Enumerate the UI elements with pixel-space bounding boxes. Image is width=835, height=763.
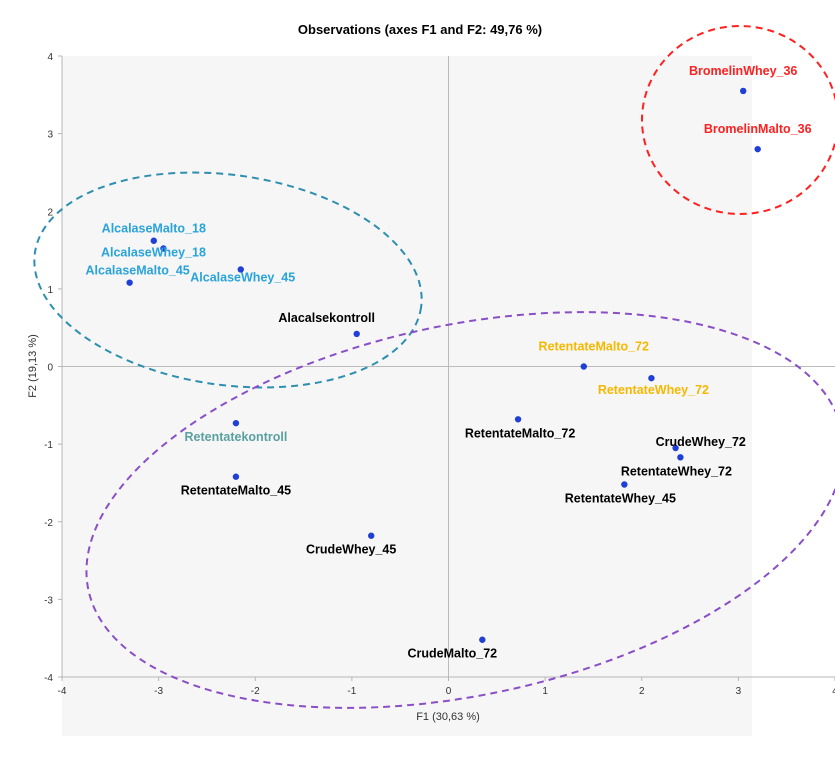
data-point: [232, 419, 240, 427]
y-tick-label: -3: [44, 595, 53, 606]
data-point-label: BromelinMalto_36: [704, 122, 812, 136]
data-point: [479, 636, 486, 643]
plot-area: [62, 56, 752, 736]
data-point-label: RetentateMalto_72: [465, 426, 575, 440]
data-point-label: BromelinWhey_36: [689, 64, 797, 78]
x-tick-label: -1: [347, 686, 356, 697]
data-point-label: RetentateMalto_45: [181, 484, 291, 498]
data-point-label: RetentateMalto_72: [539, 340, 649, 354]
data-point-label: RetentateWhey_72: [621, 464, 732, 478]
data-point: [126, 279, 133, 286]
points-layer: [126, 87, 761, 643]
data-point: [648, 374, 655, 382]
data-point: [232, 473, 240, 480]
bromelin-group-ellipse: [641, 25, 835, 215]
data-point-label: CrudeWhey_45: [306, 543, 396, 557]
data-point-label: CrudeWhey_72: [656, 435, 746, 449]
data-point: [621, 481, 628, 488]
group-ellipses: [33, 25, 835, 709]
x-tick-label: -3: [154, 686, 163, 697]
x-tick-label: 3: [736, 686, 742, 697]
data-point: [368, 532, 375, 539]
data-point: [237, 266, 244, 273]
data-point: [514, 416, 522, 423]
data-point-label: AlcalaseWhey_45: [190, 270, 295, 284]
data-point-label: AlcalaseMalto_18: [102, 222, 206, 236]
x-axis-title: F1 (30,63 %): [416, 711, 480, 723]
y-tick-label: 1: [47, 285, 53, 296]
data-point-label: AlcalaseWhey_18: [101, 246, 206, 260]
data-point: [754, 145, 761, 153]
x-tick-label: -2: [251, 686, 260, 697]
x-tick-label: 0: [446, 686, 452, 697]
data-point: [353, 330, 360, 338]
data-point-label: RetentateWhey_45: [565, 491, 676, 505]
data-point: [677, 454, 684, 461]
y-tick-label: 2: [47, 207, 53, 218]
data-point: [672, 444, 679, 452]
retentate-crude-group-ellipse: [85, 311, 835, 709]
data-point: [580, 363, 587, 370]
axes-layer: -4 -3 -2 -1 0 1 2 3 4 -4 -3 -2 -1 0 1 2 3 4: [44, 52, 835, 697]
chart-title: Observations (axes F1 and F2: 49,76 %): [298, 22, 542, 37]
y-tick-label: 3: [47, 130, 53, 141]
data-point-label: Retentatekontroll: [185, 430, 288, 444]
y-axis-title: F2 (19,13 %): [27, 334, 39, 398]
data-point-label: Alacalsekontroll: [278, 311, 375, 325]
data-point: [740, 87, 747, 95]
y-tick-label: 0: [47, 363, 53, 374]
x-tick-label: 2: [639, 686, 645, 697]
y-tick-label: -2: [44, 518, 53, 529]
x-tick-label: 4: [832, 686, 835, 697]
y-tick-label: 4: [47, 52, 53, 63]
data-point: [160, 245, 167, 252]
data-point-label: AlcalaseMalto_45: [86, 264, 190, 278]
x-tick-label: 1: [542, 686, 548, 697]
data-point-label: RetentateWhey_72: [598, 383, 709, 397]
y-tick-label: -4: [44, 673, 53, 684]
data-point: [150, 237, 157, 244]
alcalase-group-ellipse: [33, 171, 423, 389]
point-labels-layer: BromelinWhey_36 BromelinMalto_36 AlcalaseM…: [86, 64, 812, 661]
data-point-label: CrudeMalto_72: [408, 647, 498, 661]
x-tick-label: -4: [58, 686, 67, 697]
y-tick-label: -1: [44, 440, 53, 451]
